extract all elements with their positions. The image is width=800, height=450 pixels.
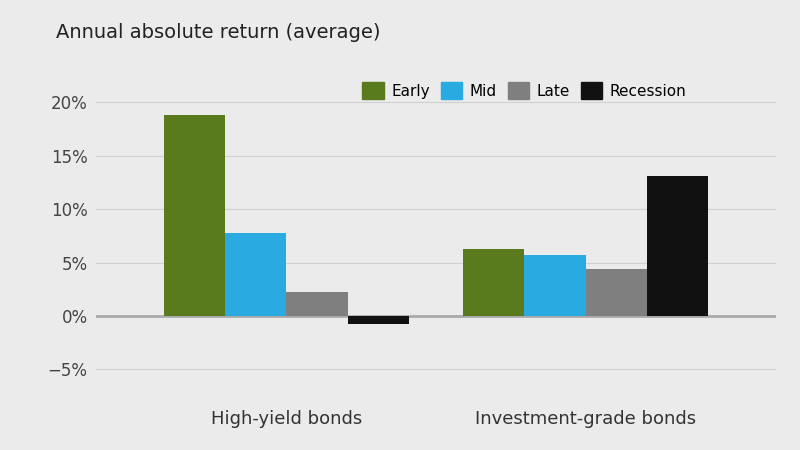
- Bar: [586, 269, 646, 316]
- Bar: [164, 115, 226, 316]
- Bar: [524, 255, 586, 316]
- Bar: [226, 233, 286, 316]
- Bar: [463, 249, 524, 316]
- Legend: Early, Mid, Late, Recession: Early, Mid, Late, Recession: [362, 82, 686, 99]
- Bar: [647, 176, 708, 316]
- Text: Annual absolute return (average): Annual absolute return (average): [56, 22, 381, 41]
- Bar: [286, 292, 348, 316]
- Bar: [348, 316, 409, 324]
